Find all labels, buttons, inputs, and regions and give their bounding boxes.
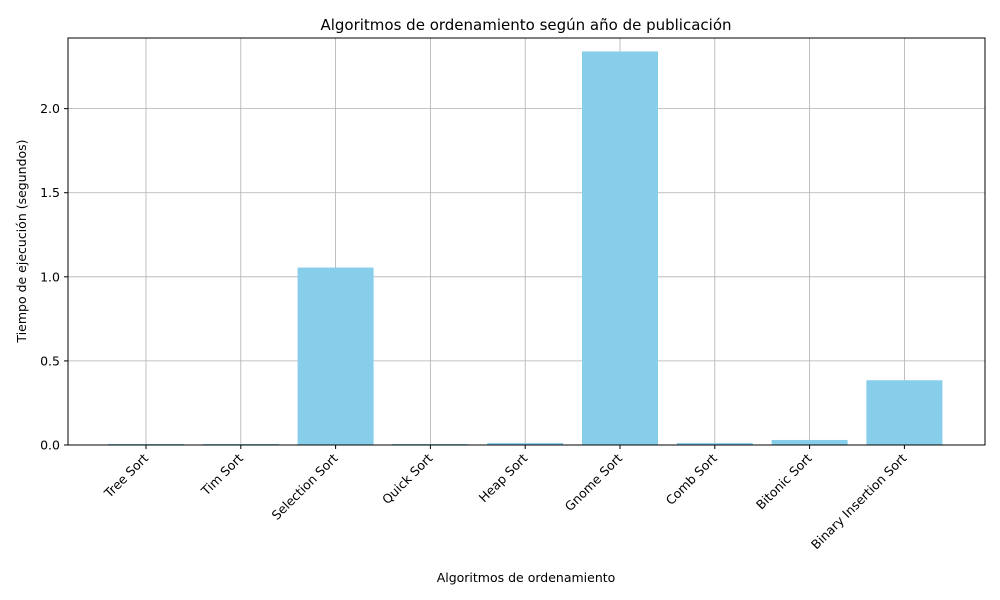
bar xyxy=(676,442,753,445)
y-tick-label: 2.0 xyxy=(40,101,60,116)
chart-title: Algoritmos de ordenamiento según año de … xyxy=(320,16,731,34)
y-tick-label: 1.0 xyxy=(40,269,60,284)
bar-layer xyxy=(108,51,943,446)
bar xyxy=(771,439,848,445)
y-tick-label: 1.5 xyxy=(40,185,60,200)
x-tick-label: Binary Insertion Sort xyxy=(808,450,910,552)
grid-layer xyxy=(68,38,985,446)
x-tick-label: Bitonic Sort xyxy=(753,450,815,512)
bar xyxy=(297,267,374,445)
y-tick-label: 0.0 xyxy=(40,438,60,453)
x-axis-label: Algoritmos de ordenamiento xyxy=(437,570,616,585)
tick-layer: Tree Sort Tim Sort Selection Sort Quick Sor… xyxy=(40,101,909,552)
bar xyxy=(582,51,658,446)
x-tick-label: Gnome Sort xyxy=(562,450,626,514)
y-tick-label: 0.5 xyxy=(40,353,60,368)
x-tick-label: Tim Sort xyxy=(197,450,246,499)
y-axis-label: Tiempo de ejecución (segundos) xyxy=(14,139,29,343)
plot-frame xyxy=(67,37,986,446)
x-tick-label: Heap Sort xyxy=(476,450,531,505)
x-tick-label: Quick Sort xyxy=(379,450,436,507)
x-tick-label: Selection Sort xyxy=(268,450,340,522)
bar xyxy=(866,380,943,445)
x-tick-label: Comb Sort xyxy=(663,450,720,507)
x-tick-label: Tree Sort xyxy=(100,450,151,501)
bar xyxy=(487,442,564,445)
